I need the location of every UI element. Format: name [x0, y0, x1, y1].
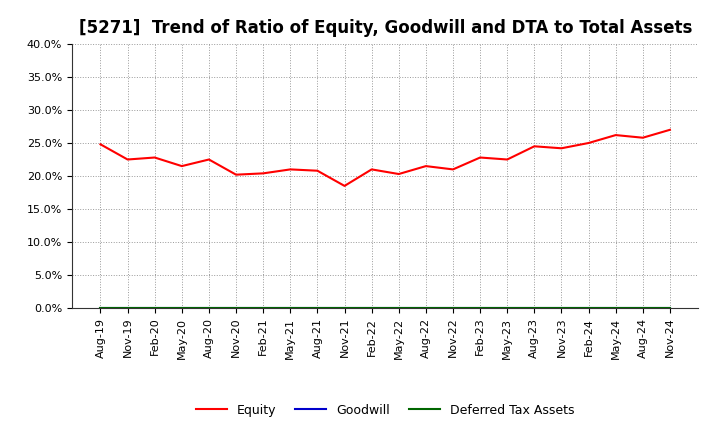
Legend: Equity, Goodwill, Deferred Tax Assets: Equity, Goodwill, Deferred Tax Assets [191, 399, 580, 422]
Goodwill [123, 305, 132, 311]
Goodwill [639, 305, 647, 311]
Equity [421, 163, 430, 169]
Deferred Tax Assets [395, 305, 403, 311]
Goodwill [259, 305, 268, 311]
Equity [665, 127, 674, 132]
Goodwill [449, 305, 457, 311]
Deferred Tax Assets [150, 305, 159, 311]
Deferred Tax Assets [341, 305, 349, 311]
Deferred Tax Assets [503, 305, 511, 311]
Goodwill [286, 305, 294, 311]
Deferred Tax Assets [584, 305, 593, 311]
Equity [367, 167, 376, 172]
Equity [96, 142, 105, 147]
Deferred Tax Assets [611, 305, 620, 311]
Line: Equity: Equity [101, 130, 670, 186]
Deferred Tax Assets [665, 305, 674, 311]
Deferred Tax Assets [178, 305, 186, 311]
Goodwill [395, 305, 403, 311]
Equity [286, 167, 294, 172]
Equity [639, 135, 647, 140]
Goodwill [178, 305, 186, 311]
Deferred Tax Assets [476, 305, 485, 311]
Equity [503, 157, 511, 162]
Goodwill [204, 305, 213, 311]
Deferred Tax Assets [259, 305, 268, 311]
Deferred Tax Assets [96, 305, 105, 311]
Deferred Tax Assets [367, 305, 376, 311]
Equity [611, 132, 620, 138]
Equity [313, 168, 322, 173]
Goodwill [611, 305, 620, 311]
Deferred Tax Assets [286, 305, 294, 311]
Goodwill [476, 305, 485, 311]
Deferred Tax Assets [530, 305, 539, 311]
Goodwill [584, 305, 593, 311]
Goodwill [232, 305, 240, 311]
Equity [178, 163, 186, 169]
Deferred Tax Assets [232, 305, 240, 311]
Goodwill [665, 305, 674, 311]
Equity [150, 155, 159, 160]
Equity [476, 155, 485, 160]
Goodwill [150, 305, 159, 311]
Goodwill [341, 305, 349, 311]
Deferred Tax Assets [639, 305, 647, 311]
Equity [530, 143, 539, 149]
Deferred Tax Assets [557, 305, 566, 311]
Deferred Tax Assets [123, 305, 132, 311]
Deferred Tax Assets [204, 305, 213, 311]
Goodwill [530, 305, 539, 311]
Equity [232, 172, 240, 177]
Equity [584, 140, 593, 146]
Equity [557, 146, 566, 151]
Goodwill [421, 305, 430, 311]
Deferred Tax Assets [313, 305, 322, 311]
Goodwill [367, 305, 376, 311]
Deferred Tax Assets [421, 305, 430, 311]
Equity [204, 157, 213, 162]
Goodwill [503, 305, 511, 311]
Equity [449, 167, 457, 172]
Deferred Tax Assets [449, 305, 457, 311]
Equity [123, 157, 132, 162]
Title: [5271]  Trend of Ratio of Equity, Goodwill and DTA to Total Assets: [5271] Trend of Ratio of Equity, Goodwil… [78, 19, 692, 37]
Goodwill [313, 305, 322, 311]
Goodwill [557, 305, 566, 311]
Goodwill [96, 305, 105, 311]
Equity [259, 171, 268, 176]
Equity [341, 183, 349, 188]
Equity [395, 171, 403, 176]
